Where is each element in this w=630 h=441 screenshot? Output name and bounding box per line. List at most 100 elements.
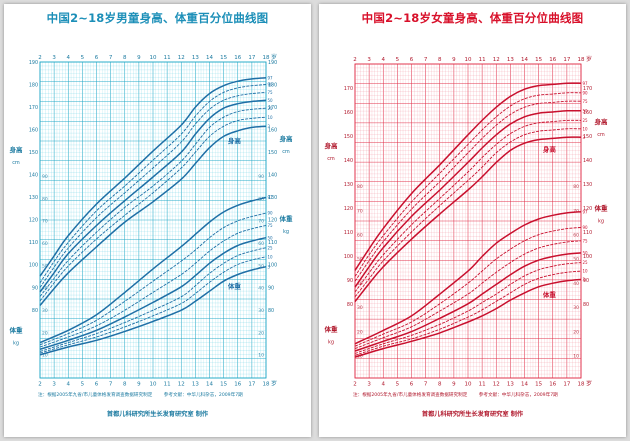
boys-weight-tick-right-50: 50 [258, 263, 264, 269]
girls-height-curve-label-p10: 10 [583, 126, 589, 131]
girls-weight-curve-label-p25: 25 [583, 260, 589, 265]
girls-height-curve-label-p97: 97 [583, 81, 589, 86]
girls-x-tick-top-9: 9 [452, 57, 456, 63]
girls-chart-title: 中国2~18岁女童身高、体重百分位曲线图 [361, 11, 584, 25]
boys-growth-chart-sheet: 中国2~18岁男童身高、体重百分位曲线图 2 2 3 3 4 4 5 5 6 6 7 7 8 8 9 9 10 1… [4, 4, 311, 437]
boys-height-tick-right-90: 90 [268, 285, 274, 291]
girls-weight-tick-right-20: 20 [573, 329, 579, 335]
boys-weight-tick-right-90: 90 [258, 174, 264, 180]
girls-weight-tick-right-50: 50 [573, 257, 579, 263]
girls-weight-curve-p97 [354, 210, 582, 345]
boys-x-tick-top-15: 15 [220, 55, 227, 61]
boys-x-tick-top-11: 11 [164, 55, 171, 61]
boys-weight-tick-left-10: 10 [42, 353, 48, 359]
girls-weight-tick-left-50: 50 [357, 257, 363, 263]
boys-height-tick-left-190: 190 [29, 60, 38, 66]
boys-x-tick-bottom-4: 4 [67, 382, 71, 388]
girls-x-tick-bottom-13: 13 [507, 382, 514, 388]
girls-height-curve-label-p75: 75 [583, 99, 589, 104]
boys-weight-tick-right-10: 10 [258, 353, 264, 359]
girls-height-curve-label-p3: 3 [583, 135, 586, 140]
girls-chart-notes: 注：根据2005年九省/市儿童体格发育调查数据研究制定 参考文献：中华儿科杂志，… [353, 393, 583, 399]
boys-height-curve-label-p3: 3 [268, 124, 271, 129]
girls-x-tick-bottom-12: 12 [493, 382, 500, 388]
girls-weight-tick-left-10: 10 [357, 354, 363, 360]
girls-weight-curve-label-p3: 3 [583, 277, 586, 282]
girls-height-curves [354, 82, 582, 303]
boys-height-curve-p3 [39, 125, 267, 306]
boys-weight-curve-label-p3: 3 [268, 264, 271, 269]
boys-weight-tick-right-80: 80 [258, 196, 264, 202]
girls-x-tick-top-5: 5 [396, 57, 400, 63]
girls-weight-curve-label-p97: 97 [583, 209, 589, 214]
boys-height-curve-p10 [39, 116, 267, 302]
girls-x-tick-bottom-6: 6 [410, 382, 414, 388]
girls-x-tick-bottom-7: 7 [424, 382, 428, 388]
girls-x-tick-top-8: 8 [438, 57, 442, 63]
boys-height-tick-right-170: 170 [268, 105, 277, 111]
boys-height-tick-right-130: 130 [268, 195, 277, 201]
boys-weight-curve-p50 [39, 236, 267, 351]
boys-height-tick-left-180: 180 [29, 82, 38, 88]
girls-weight-axis-label-left: 体重 [325, 325, 339, 334]
boys-growth-chart: 2 2 3 3 4 4 5 5 6 6 7 7 8 8 9 9 10 10 11 11 12 12 13 13 14 14 15 15… [10, 53, 294, 388]
boys-weight-curve-p90 [39, 212, 267, 346]
boys-height-curve-p90 [39, 84, 267, 284]
girls-weight-tick-right-10: 10 [573, 354, 579, 360]
boys-x-tick-bottom-6: 6 [95, 382, 99, 388]
girls-x-tick-top-18: 18 [578, 57, 585, 63]
boys-x-tick-bottom-11: 11 [164, 382, 171, 388]
girls-x-tick-bottom-11: 11 [479, 382, 486, 388]
girls-height-tick-right-90: 90 [583, 278, 589, 284]
boys-note-source: 注：根据2005年九省/市儿童体格发育调查数据研究制定 [38, 393, 153, 398]
girls-x-unit-bottom: 岁 [586, 380, 592, 388]
girls-weight-curve-label-p10: 10 [583, 269, 589, 274]
girls-height-tick-left-100: 100 [344, 254, 353, 260]
boys-weight-tick-right-60: 60 [258, 241, 264, 247]
boys-weight-curve-label-p10: 10 [268, 254, 274, 259]
girls-growth-chart: 2 2 3 3 4 4 5 5 6 6 7 7 8 8 9 9 10 10 11 11 12 12 13 13 14 14 15 15… [325, 55, 609, 388]
girls-x-tick-bottom-3: 3 [367, 382, 371, 388]
girls-x-tick-bottom-2: 2 [353, 382, 357, 388]
girls-x-tick-top-10: 10 [465, 57, 472, 63]
girls-height-tick-left-90: 90 [347, 278, 353, 284]
boys-x-tick-bottom-8: 8 [123, 382, 127, 388]
boys-x-tick-top-18: 18 [263, 55, 270, 61]
boys-weight-curve-label-p75: 75 [268, 223, 274, 228]
boys-x-tick-bottom-9: 9 [137, 382, 141, 388]
girls-weight-curve-p75 [354, 240, 582, 350]
boys-height-curve-label-p75: 75 [268, 90, 274, 95]
girls-weight-unit-left: kg [328, 340, 334, 346]
boys-height-tick-left-110: 110 [29, 240, 38, 246]
girls-height-tick-right-100: 100 [583, 254, 592, 260]
boys-height-curve-label-p50: 50 [268, 98, 274, 103]
boys-height-curve-p97 [39, 77, 267, 277]
boys-x-tick-bottom-3: 3 [52, 382, 56, 388]
boys-x-tick-top-3: 3 [52, 55, 56, 61]
boys-x-tick-bottom-18: 18 [263, 382, 270, 388]
girls-weight-tick-right-40: 40 [573, 281, 579, 287]
boys-x-tick-top-4: 4 [67, 55, 71, 61]
boys-height-tick-right-110: 110 [268, 240, 277, 246]
girls-x-tick-bottom-9: 9 [452, 382, 456, 388]
boys-height-tick-right-150: 150 [268, 150, 277, 156]
girls-height-tick-right-110: 110 [583, 230, 592, 236]
boys-weight-unit-right: kg [283, 229, 289, 235]
boys-x-tick-top-9: 9 [137, 55, 141, 61]
boys-x-unit-bottom: 岁 [271, 380, 277, 388]
boys-height-tick-right-100: 100 [268, 263, 277, 269]
boys-height-tick-left-140: 140 [29, 173, 38, 179]
girls-height-tick-left-150: 150 [344, 134, 353, 140]
girls-weight-curve-p25 [354, 262, 582, 354]
girls-height-curve-p50 [354, 109, 582, 288]
boys-weight-curve-label-p97: 97 [268, 195, 274, 200]
girls-weight-tick-left-30: 30 [357, 305, 363, 311]
boys-weight-tick-left-80: 80 [42, 196, 48, 202]
girls-height-tick-right-150: 150 [583, 134, 592, 140]
boys-height-curve-label-p97: 97 [268, 75, 274, 80]
girls-x-tick-bottom-18: 18 [578, 382, 585, 388]
girls-x-tick-top-2: 2 [353, 57, 357, 63]
boys-height-tick-left-150: 150 [29, 150, 38, 156]
girls-height-tick-right-170: 170 [583, 86, 592, 92]
girls-x-tick-top-6: 6 [410, 57, 414, 63]
